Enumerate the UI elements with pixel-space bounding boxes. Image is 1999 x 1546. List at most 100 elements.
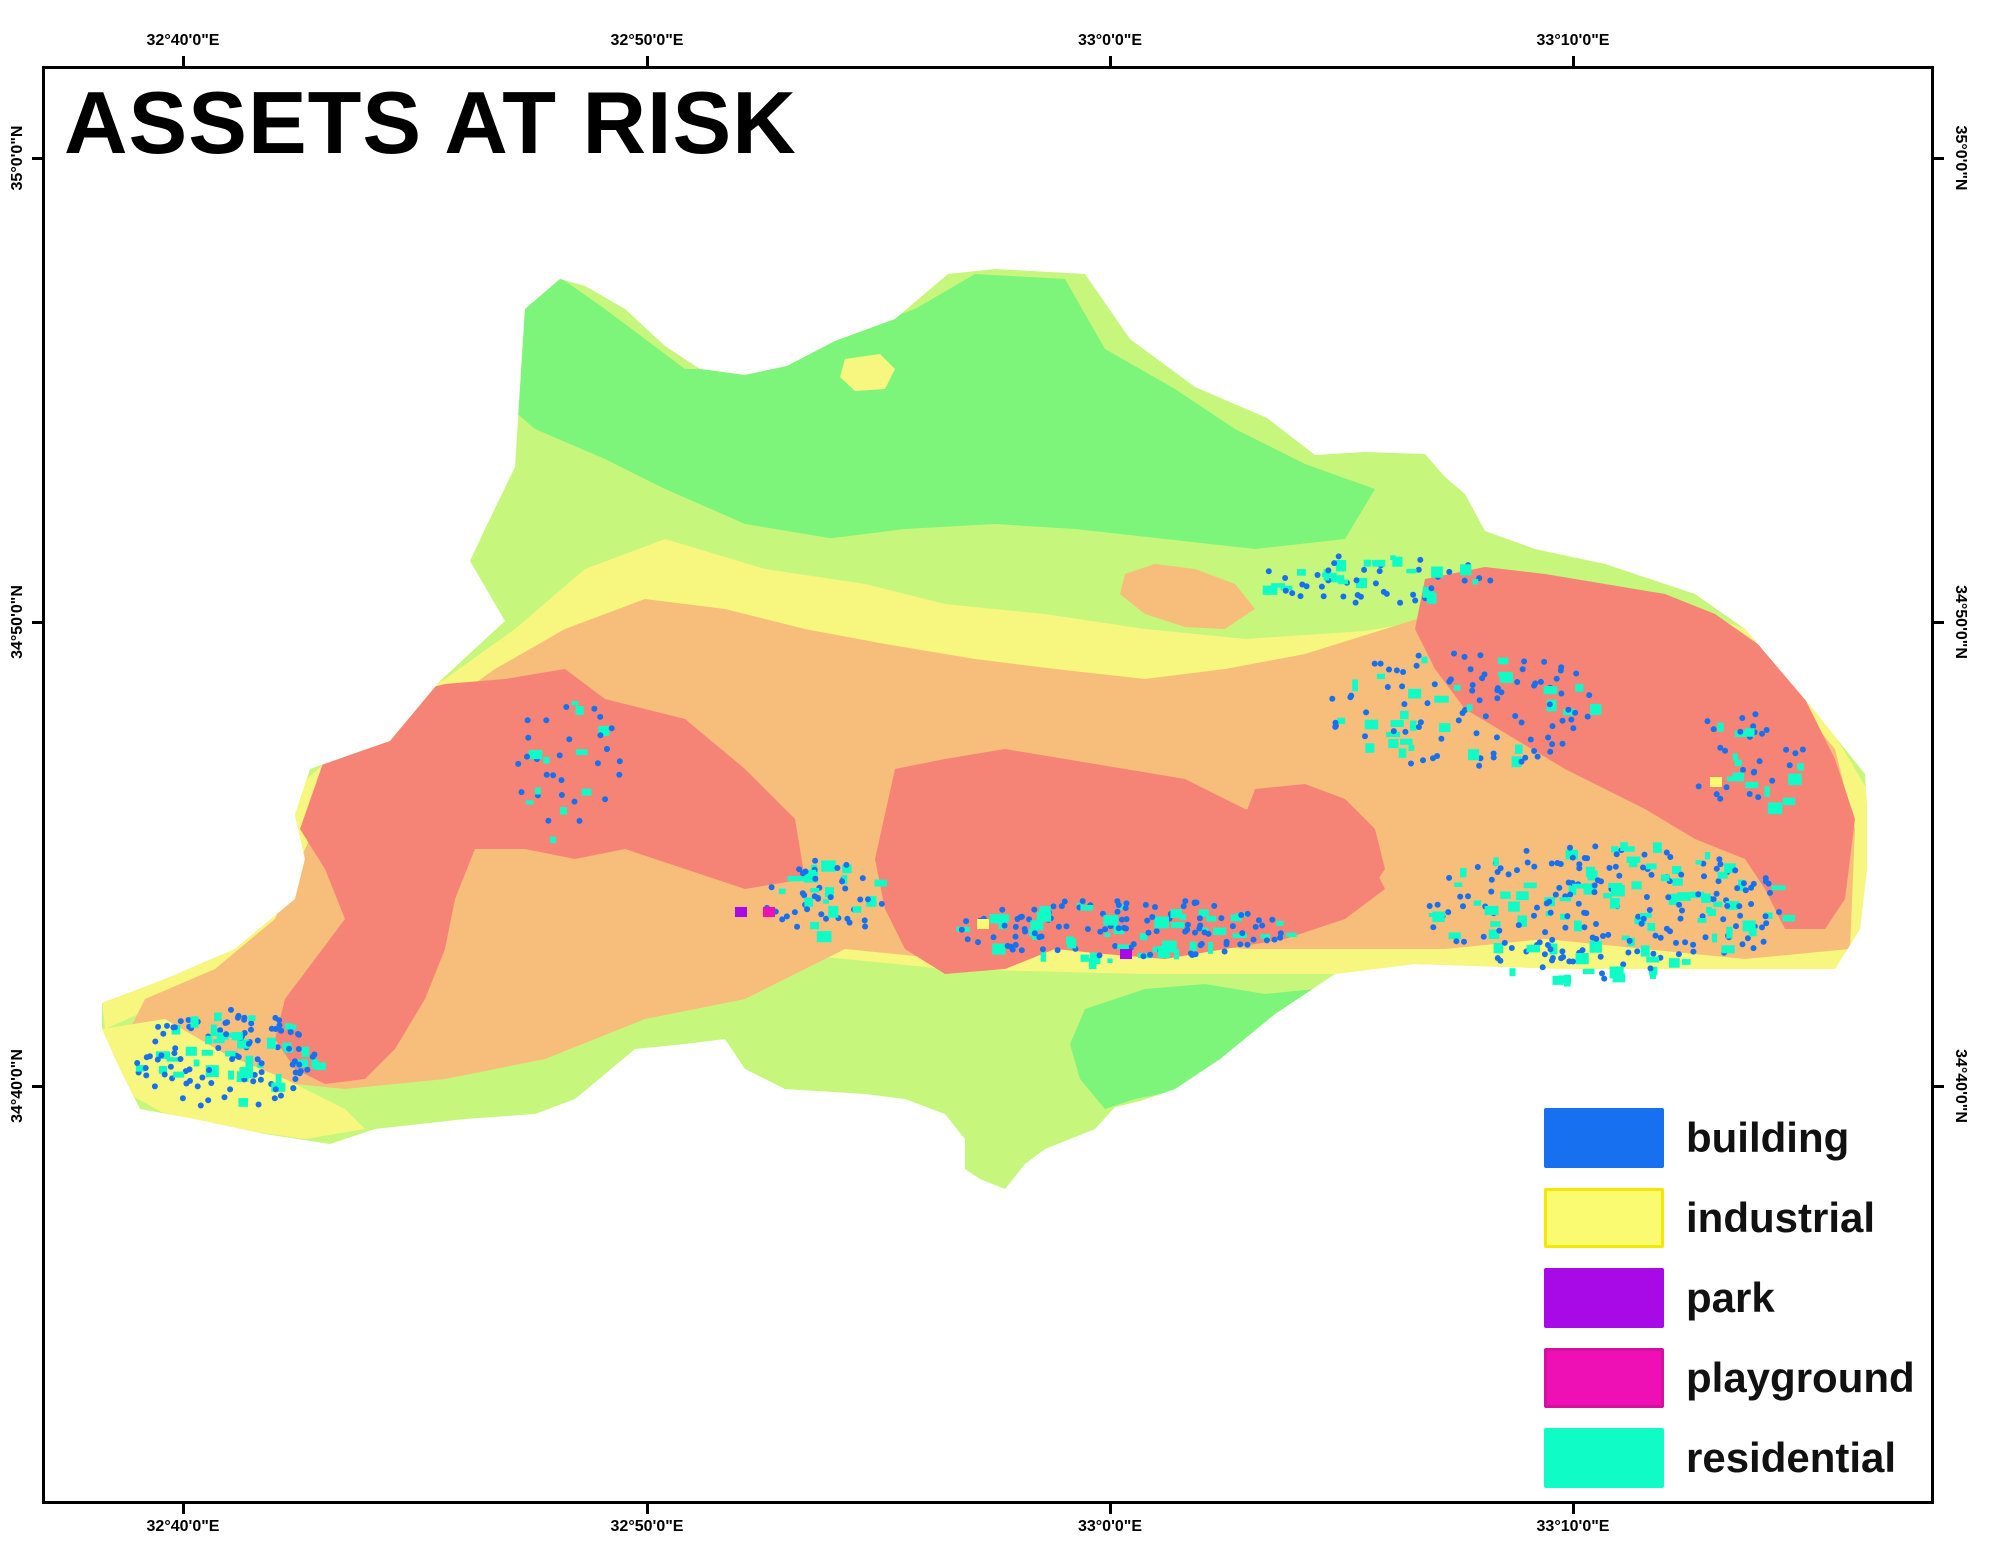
asset-residential	[1590, 704, 1602, 715]
asset-building	[1541, 658, 1548, 665]
asset-building	[1496, 927, 1503, 934]
asset-building	[1547, 748, 1554, 755]
asset-building	[1690, 948, 1697, 955]
asset-residential	[1695, 860, 1702, 865]
asset-building	[1750, 945, 1757, 952]
asset-building	[1263, 937, 1270, 944]
asset-building	[594, 760, 601, 767]
asset-building	[257, 1076, 264, 1083]
asset-building	[251, 1071, 258, 1078]
asset-building	[1390, 728, 1397, 735]
asset-building	[834, 865, 841, 871]
asset-building	[794, 923, 801, 930]
asset-residential	[1744, 728, 1755, 737]
asset-building	[1573, 670, 1580, 677]
asset-building	[1682, 939, 1689, 946]
asset-building	[1613, 851, 1620, 858]
asset-building	[1431, 681, 1438, 688]
latitude-label-left: 34°50'0"N	[9, 585, 26, 659]
asset-building	[1424, 700, 1431, 707]
asset-residential	[1352, 679, 1358, 692]
asset-building	[1625, 949, 1632, 956]
legend-item-residential: residential	[1544, 1426, 1915, 1490]
asset-building	[1361, 566, 1368, 573]
asset-residential	[1484, 905, 1499, 916]
asset-residential	[1653, 842, 1662, 853]
asset-building	[276, 1022, 283, 1029]
asset-residential	[1386, 731, 1400, 737]
asset-building	[783, 913, 790, 920]
asset-residential	[1170, 909, 1182, 918]
asset-building	[1145, 929, 1152, 936]
asset-residential	[201, 1049, 213, 1056]
asset-building	[1386, 666, 1392, 673]
asset-building	[1677, 915, 1684, 922]
asset-building	[172, 1045, 179, 1052]
asset-building	[194, 1083, 201, 1090]
asset-residential	[989, 914, 1003, 924]
asset-building	[1512, 713, 1519, 719]
asset-building	[1531, 912, 1537, 919]
asset-building	[1363, 709, 1370, 716]
asset-residential	[1563, 974, 1571, 987]
asset-building	[1799, 746, 1806, 753]
asset-building	[1751, 768, 1758, 775]
asset-building	[1597, 953, 1604, 960]
asset-building	[1142, 901, 1149, 908]
asset-building	[1096, 952, 1103, 959]
asset-building	[1549, 741, 1556, 748]
asset-building	[1704, 718, 1711, 725]
hazard-zone-very-low	[500, 274, 1375, 549]
asset-residential	[1467, 749, 1479, 761]
asset-building	[1494, 695, 1501, 702]
asset-residential	[1771, 885, 1786, 891]
asset-building	[1415, 566, 1422, 573]
legend-label: park	[1686, 1274, 1775, 1321]
asset-building	[278, 1092, 284, 1099]
asset-building	[296, 1061, 303, 1068]
asset-building	[179, 1095, 186, 1102]
asset-building	[1713, 890, 1720, 897]
asset-building	[1457, 893, 1464, 900]
asset-building	[1480, 933, 1487, 940]
asset-building	[254, 1056, 261, 1063]
asset-residential	[1782, 797, 1796, 805]
asset-cluster	[134, 1006, 326, 1109]
asset-residential	[1472, 579, 1479, 585]
asset-building	[1149, 914, 1156, 920]
asset-residential	[1453, 685, 1461, 691]
asset-residential	[301, 1046, 310, 1058]
asset-building	[1401, 701, 1408, 708]
asset-building	[1583, 910, 1590, 917]
asset-building	[1557, 861, 1564, 867]
asset-residential	[166, 1057, 181, 1062]
asset-building	[248, 1026, 254, 1033]
asset-residential	[275, 1074, 282, 1086]
asset-building	[1720, 916, 1727, 923]
asset-building	[1699, 913, 1706, 920]
asset-building	[1539, 964, 1546, 971]
asset-residential	[1626, 856, 1641, 863]
asset-building	[1144, 917, 1151, 924]
asset-building	[1384, 684, 1391, 690]
asset-building	[1184, 926, 1191, 933]
asset-building	[1565, 879, 1572, 886]
asset-residential	[1646, 956, 1660, 963]
asset-building	[1490, 754, 1497, 761]
asset-building	[818, 911, 825, 918]
asset-residential	[1454, 882, 1463, 887]
asset-building	[1776, 909, 1782, 915]
asset-residential	[821, 860, 836, 872]
asset-residential	[1364, 719, 1379, 730]
asset-building	[1393, 667, 1400, 674]
asset-building	[1493, 734, 1500, 741]
asset-building	[1514, 867, 1520, 874]
asset-building	[1620, 961, 1627, 968]
asset-building	[1678, 871, 1685, 878]
asset-building	[1265, 568, 1272, 575]
asset-building	[1314, 572, 1321, 578]
asset-building	[1377, 660, 1384, 667]
asset-building	[1460, 903, 1466, 910]
asset-building	[1325, 567, 1332, 574]
longitude-label-bottom: 32°50'0"E	[610, 1518, 684, 1535]
